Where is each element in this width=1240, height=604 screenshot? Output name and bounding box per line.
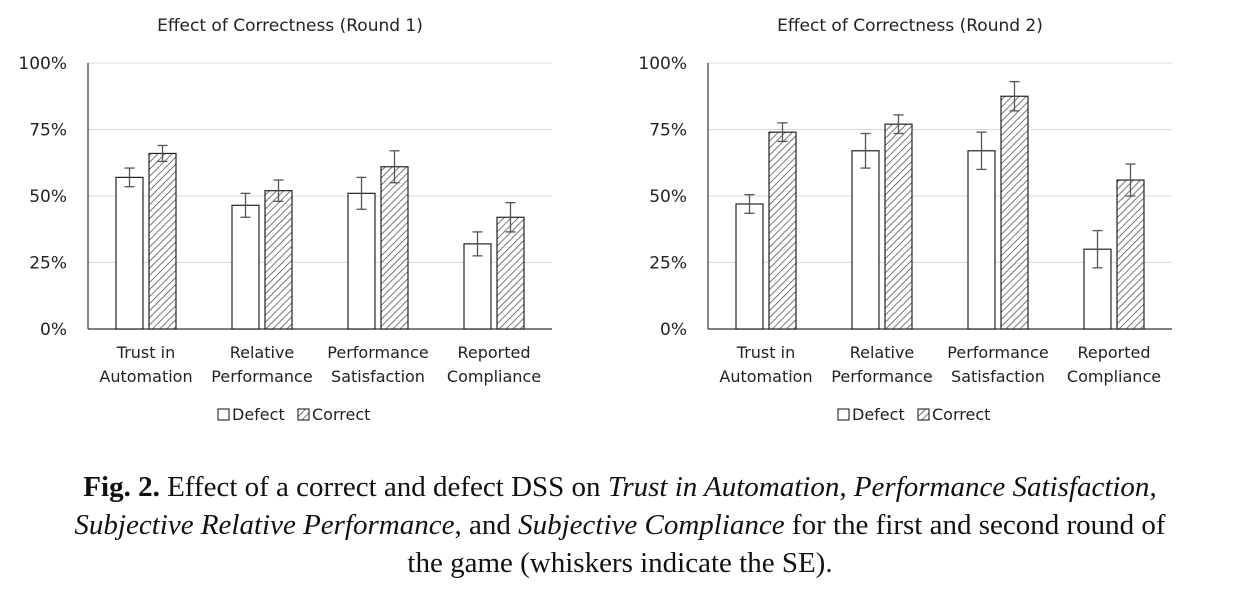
y-tick-label: 100%: [18, 54, 67, 74]
x-tick-label: Performance: [947, 343, 1048, 362]
error-bar: [976, 131, 987, 171]
x-tick-label: Performance: [831, 367, 932, 386]
error-bar: [389, 150, 400, 184]
legend-swatch-correct: [297, 408, 310, 421]
legend-label: Correct: [932, 405, 990, 424]
legend-label: Defect: [232, 405, 285, 424]
y-tick-label: 50%: [649, 187, 687, 207]
legend-swatch-correct: [917, 408, 930, 421]
bar-correct: [380, 166, 409, 330]
y-tick-label: 100%: [638, 54, 687, 74]
caption-part: Performance Satisfaction: [853, 471, 1150, 503]
bar-defect: [115, 176, 144, 330]
error-bar: [1092, 229, 1103, 269]
x-tick-label: Satisfaction: [331, 367, 425, 386]
caption-part: Subjective Compliance: [518, 509, 785, 541]
charts-area: Effect of Correctness (Round 1) 0% 25% 50% 7…: [18, 16, 1172, 424]
error-bar: [240, 192, 251, 218]
error-bar: [777, 122, 788, 143]
bar-defect: [463, 243, 492, 330]
chart-title: Effect of Correctness (Round 1): [157, 16, 423, 36]
y-tick-label: 25%: [649, 254, 687, 274]
legend: Defect Correct: [837, 405, 990, 424]
x-tick-label: Relative: [230, 343, 295, 362]
legend-swatch-defect: [217, 408, 230, 421]
error-bar: [860, 132, 871, 169]
error-bar: [505, 201, 516, 233]
bar-defect: [1083, 248, 1112, 330]
legend-label: Correct: [312, 405, 370, 424]
y-tick-label: 0%: [660, 320, 687, 340]
caption-part: Effect of a correct and defect DSS on: [159, 471, 608, 503]
bar-defect: [967, 150, 996, 330]
y-tick-label: 75%: [29, 121, 67, 141]
y-tick-label: 0%: [40, 320, 67, 340]
caption-part: Subjective Relative Performance: [74, 509, 455, 541]
error-bar: [124, 167, 135, 188]
bar-correct: [264, 190, 293, 330]
x-tick-label: Compliance: [1067, 367, 1161, 386]
x-tick-label: Performance: [327, 343, 428, 362]
chart-title: Effect of Correctness (Round 2): [777, 16, 1043, 36]
x-tick-label: Automation: [719, 367, 812, 386]
caption-part: for the first and second round of: [784, 509, 1166, 541]
legend-label: Defect: [852, 405, 905, 424]
bar-correct: [1000, 95, 1029, 330]
x-tick-label: Relative: [850, 343, 915, 362]
caption-part: , and: [454, 509, 519, 541]
caption-part: Trust in Automation: [607, 471, 840, 503]
x-tick-label: Automation: [99, 367, 192, 386]
x-tick-label: Trust in: [116, 343, 175, 362]
x-tick-label: Trust in: [736, 343, 795, 362]
figure-caption: Fig. 2. Effect of a correct and defect D…: [0, 468, 1240, 582]
caption-label: Fig. 2.: [83, 471, 160, 503]
y-tick-label: 25%: [29, 254, 67, 274]
chart-round-2: Effect of Correctness (Round 2) 0% 25% 50% 7…: [638, 16, 1172, 424]
bar-defect: [735, 203, 764, 330]
bar-defect: [347, 192, 376, 330]
caption-part: the game (whiskers indicate the SE).: [407, 547, 833, 579]
error-bar: [744, 194, 755, 214]
x-tick-label: Reported: [1077, 343, 1150, 362]
caption-part: ,: [1149, 471, 1157, 503]
legend: Defect Correct: [217, 405, 370, 424]
error-bar: [472, 231, 483, 257]
bar-correct: [1116, 179, 1145, 330]
bar-defect: [231, 204, 260, 330]
bar-correct: [496, 216, 525, 330]
chart-round-1: Effect of Correctness (Round 1) 0% 25% 50% 7…: [18, 16, 552, 424]
bar-correct: [884, 123, 913, 330]
y-tick-label: 75%: [649, 121, 687, 141]
legend-swatch-defect: [837, 408, 850, 421]
caption-part: ,: [839, 471, 854, 503]
error-bar: [356, 176, 367, 210]
error-bar: [157, 144, 168, 163]
error-bar: [273, 179, 284, 202]
x-tick-label: Compliance: [447, 367, 541, 386]
x-tick-label: Satisfaction: [951, 367, 1045, 386]
bar-defect: [851, 150, 880, 330]
error-bar: [1125, 163, 1136, 197]
x-tick-label: Performance: [211, 367, 312, 386]
y-tick-label: 50%: [29, 187, 67, 207]
error-bar: [1009, 80, 1020, 112]
bar-correct: [768, 131, 797, 330]
x-tick-label: Reported: [457, 343, 530, 362]
bar-correct: [148, 152, 177, 330]
error-bar: [893, 114, 904, 135]
